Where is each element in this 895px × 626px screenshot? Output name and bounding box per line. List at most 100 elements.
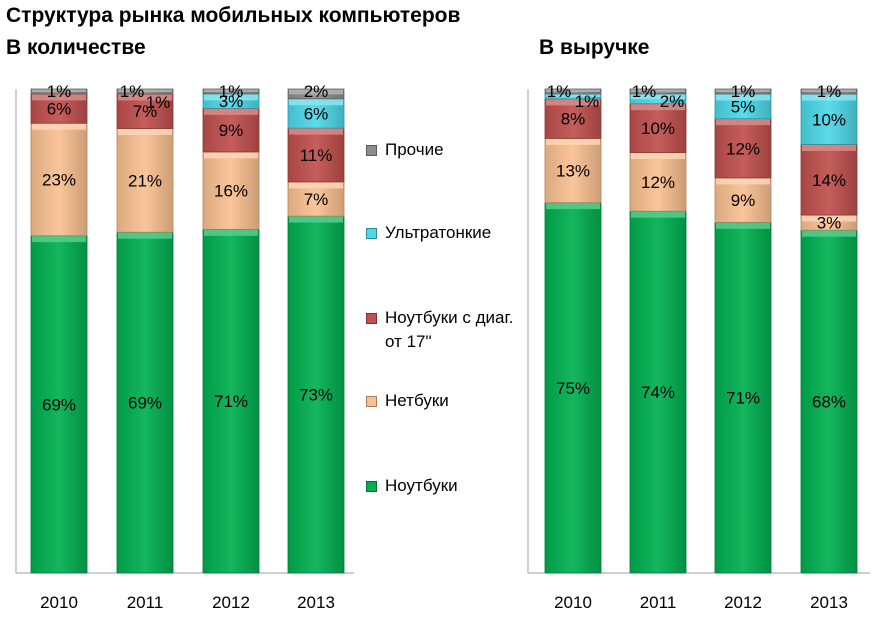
bar-bevel-other-2011 bbox=[118, 89, 172, 92]
data-label-ultrathin-2011: 1% bbox=[146, 93, 171, 112]
bar-notebook-2012 bbox=[202, 228, 260, 574]
bar-bevel-notebook17-2012 bbox=[716, 119, 770, 126]
data-label-notebook17-2012: 9% bbox=[219, 121, 244, 140]
bar-notebook17-2011 bbox=[629, 103, 687, 153]
bar-bevel-netbook-2013 bbox=[289, 182, 343, 189]
data-label-notebook17-2010: 8% bbox=[561, 110, 586, 129]
bar-bevel-notebook-2013 bbox=[802, 230, 856, 237]
data-label-notebook-2010: 75% bbox=[556, 379, 590, 398]
bar-netbook-2011 bbox=[116, 128, 174, 233]
bar-bevel-netbook-2012 bbox=[716, 178, 770, 185]
x-tick-label-2011: 2011 bbox=[127, 593, 164, 612]
data-label-notebook17-2013: 14% bbox=[812, 171, 846, 190]
bar-bevel-ultrathin-2013 bbox=[289, 99, 343, 106]
data-label-other-2010: 1% bbox=[47, 82, 72, 101]
bar-bevel-netbook-2011 bbox=[118, 129, 172, 136]
x-tick-label-2010: 2010 bbox=[554, 593, 592, 612]
data-label-netbook-2010: 13% bbox=[556, 161, 590, 180]
bar-bevel-ultrathin-2011 bbox=[631, 94, 685, 100]
bar-bevel-notebook-2011 bbox=[118, 232, 172, 239]
data-label-notebook17-2011: 7% bbox=[133, 102, 158, 121]
bar-bevel-ultrathin-2013 bbox=[802, 94, 856, 101]
data-label-netbook-2012: 9% bbox=[731, 191, 756, 210]
panel-revenue: 75%13%8%1%1%201074%12%10%2%1%201171%9%12… bbox=[527, 82, 870, 612]
data-label-netbook-2011: 12% bbox=[641, 173, 675, 192]
bar-notebook-2013 bbox=[800, 229, 858, 574]
bar-bevel-other-2011 bbox=[631, 89, 685, 92]
x-tick-label-2012: 2012 bbox=[212, 593, 250, 612]
bar-netbook-2012 bbox=[202, 151, 260, 230]
data-label-ultrathin-2012: 3% bbox=[219, 92, 244, 111]
panel-quantity: 69%23%6%1%201069%21%7%1%1%201171%16%9%3%… bbox=[15, 82, 354, 612]
data-label-notebook17-2010: 6% bbox=[47, 100, 72, 119]
x-tick-label-2012: 2012 bbox=[724, 593, 762, 612]
data-label-other-2012: 1% bbox=[731, 82, 756, 101]
data-label-other-2012: 1% bbox=[219, 82, 244, 101]
bar-netbook-2010 bbox=[544, 137, 602, 203]
x-tick-label-2010: 2010 bbox=[40, 593, 78, 612]
bar-notebook-2013 bbox=[287, 215, 345, 574]
data-label-ultrathin-2013: 6% bbox=[304, 104, 329, 123]
data-label-notebook-2011: 74% bbox=[641, 383, 675, 402]
data-label-netbook-2012: 16% bbox=[214, 182, 248, 201]
legend-swatch-notebook17 bbox=[366, 313, 377, 324]
bar-bevel-other-2012 bbox=[716, 89, 770, 92]
bar-bevel-netbook-2010 bbox=[546, 138, 600, 145]
bar-bevel-other-2013 bbox=[802, 89, 856, 93]
data-label-other-2011: 1% bbox=[120, 82, 145, 101]
bar-netbook-2012 bbox=[714, 177, 772, 223]
data-label-netbook-2010: 23% bbox=[42, 170, 76, 189]
data-label-other-2013: 2% bbox=[304, 82, 329, 101]
bar-notebook17-2012 bbox=[714, 118, 772, 179]
legend-swatch-notebook bbox=[366, 481, 377, 492]
data-label-other-2011: 1% bbox=[632, 82, 657, 101]
bar-bevel-netbook-2012 bbox=[204, 152, 258, 159]
legend-swatch-other bbox=[366, 145, 377, 156]
data-label-netbook-2013: 7% bbox=[304, 190, 329, 209]
bar-netbook-2010 bbox=[30, 122, 88, 237]
data-label-notebook-2010: 69% bbox=[42, 395, 76, 414]
legend-label-notebook: Ноутбуки bbox=[385, 476, 458, 495]
bar-bevel-ultrathin-2012 bbox=[204, 94, 258, 101]
data-label-notebook-2013: 73% bbox=[299, 386, 333, 405]
bar-bevel-netbook-2013 bbox=[802, 215, 856, 222]
bar-bevel-notebook-2012 bbox=[204, 229, 258, 236]
bar-bevel-notebook-2012 bbox=[716, 222, 770, 229]
legend-item-ultrathin: Ультратонкие bbox=[366, 221, 491, 245]
bar-bevel-netbook-2011 bbox=[631, 153, 685, 160]
bar-bevel-notebook17-2010 bbox=[546, 99, 600, 106]
bar-bevel-netbook-2010 bbox=[32, 123, 86, 130]
data-label-netbook-2011: 21% bbox=[128, 171, 162, 190]
data-label-notebook-2012: 71% bbox=[726, 389, 760, 408]
bar-notebook-2011 bbox=[629, 210, 687, 574]
bar-bevel-notebook17-2010 bbox=[32, 94, 86, 101]
x-tick-label-2013: 2013 bbox=[297, 593, 335, 612]
legend-item-netbook: Нетбуки bbox=[366, 389, 449, 413]
bar-ultrathin-2013 bbox=[800, 93, 858, 145]
bar-bevel-notebook-2010 bbox=[546, 203, 600, 210]
bar-notebook-2010 bbox=[30, 235, 88, 574]
data-label-ultrathin-2010: 1% bbox=[575, 92, 600, 111]
legend-swatch-ultrathin bbox=[366, 228, 377, 239]
legend-label-other: Прочие bbox=[385, 140, 444, 159]
chart-title: Структура рынка мобильных компьютеров bbox=[6, 4, 461, 27]
bar-bevel-notebook-2013 bbox=[289, 216, 343, 223]
legend-item-other: Прочие bbox=[366, 138, 444, 162]
bar-bevel-other-2013 bbox=[289, 89, 343, 95]
bar-bevel-notebook17-2011 bbox=[631, 104, 685, 111]
bar-bevel-other-2012 bbox=[204, 89, 258, 92]
bar-bevel-ultrathin-2012 bbox=[716, 94, 770, 101]
bar-bevel-other-2010 bbox=[32, 89, 86, 92]
bar-bevel-notebook-2010 bbox=[32, 236, 86, 243]
subtitle-revenue: В выручке bbox=[539, 36, 650, 59]
data-label-notebook-2013: 68% bbox=[812, 393, 846, 412]
data-label-notebook-2011: 69% bbox=[128, 394, 162, 413]
bar-notebook17-2013 bbox=[800, 144, 858, 216]
bar-bevel-notebook17-2013 bbox=[289, 128, 343, 135]
legend-label-netbook: Нетбуки bbox=[385, 391, 449, 410]
data-label-other-2013: 1% bbox=[817, 82, 842, 101]
x-tick-label-2011: 2011 bbox=[640, 593, 677, 612]
data-label-notebook17-2012: 12% bbox=[726, 139, 760, 158]
data-label-ultrathin-2013: 10% bbox=[812, 110, 846, 129]
